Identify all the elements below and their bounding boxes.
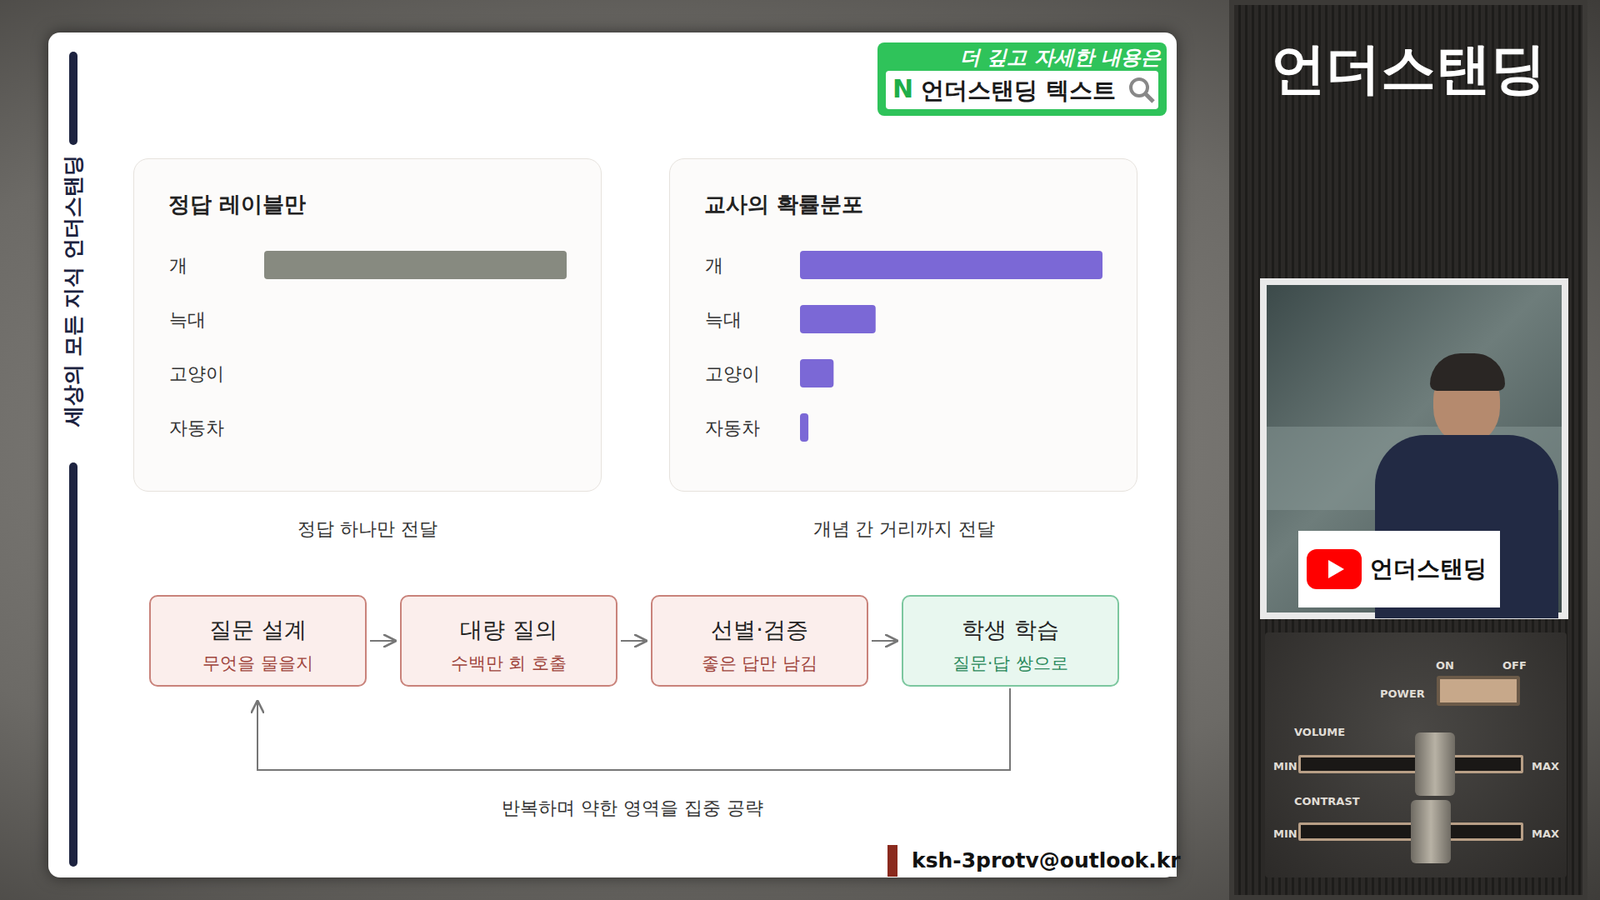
- html-text:무엇을 물을지: 무엇을 물을지: [202, 653, 314, 674]
- html-text:MIN: MIN: [1273, 760, 1298, 773]
- html-text:학생 학습: 학생 학습: [961, 616, 1059, 643]
- html-text:MAX: MAX: [1531, 827, 1560, 840]
- svg-text:고양이: 고양이: [705, 362, 760, 384]
- html-text:N 언더스탠딩 텍스트: N 언더스탠딩 텍스트: [892, 74, 1116, 105]
- svg-text:고양이: 고양이: [169, 362, 225, 384]
- svg-text:개: 개: [169, 254, 188, 275]
- svg-text:늑대: 늑대: [705, 308, 742, 330]
- html-text:개념 간 거리까지 전달: 개념 간 거리까지 전달: [812, 518, 996, 540]
- html-text:정답 하나만 전달: 정답 하나만 전달: [297, 518, 438, 540]
- html-text:질문 설계: 질문 설계: [209, 616, 307, 643]
- svg-text:늑대: 늑대: [169, 308, 206, 330]
- html-text:수백만 회 호출: 수백만 회 호출: [450, 653, 567, 674]
- svg-text:자동차: 자동차: [169, 416, 225, 438]
- html-text:언더스탠딩: 언더스탠딩: [1370, 555, 1487, 583]
- html-text:POWER: POWER: [1380, 687, 1425, 700]
- html-text:언더스탠딩: 언더스탠딩: [1270, 36, 1546, 101]
- html-text:질문·답 쌍으로: 질문·답 쌍으로: [952, 653, 1069, 674]
- html-text:반복하며 약한 영역을 집중 공략: 반복하며 약한 영역을 집중 공략: [501, 797, 764, 819]
- html-text:좋은 답만 남김: 좋은 답만 남김: [701, 653, 818, 674]
- html-text:선별·검증: 선별·검증: [711, 616, 809, 643]
- html-text:더 깊고 자세한 내용은: 더 깊고 자세한 내용은: [959, 45, 1161, 70]
- html-text:VOLUME: VOLUME: [1294, 725, 1346, 739]
- svg-text:개: 개: [705, 254, 724, 275]
- html-text:MAX: MAX: [1531, 760, 1560, 773]
- html-text:대량 질의: 대량 질의: [460, 616, 558, 643]
- html-text:교사의 확률분포: 교사의 확률분포: [704, 191, 864, 217]
- html-text:OFF: OFF: [1502, 659, 1527, 672]
- html-text:MIN: MIN: [1273, 827, 1298, 840]
- svg-text:자동차: 자동차: [705, 416, 760, 438]
- html-text:CONTRAST: CONTRAST: [1294, 795, 1360, 808]
- html-text:ksh-3protv@outlook.kr: ksh-3protv@outlook.kr: [911, 848, 1181, 873]
- html-text:ON: ON: [1435, 659, 1455, 672]
- html-text:정답 레이블만: 정답 레이블만: [168, 191, 306, 217]
- html-text:세상의 모든 지식 언더스탠딩: 세상의 모든 지식 언더스탠딩: [60, 154, 85, 427]
